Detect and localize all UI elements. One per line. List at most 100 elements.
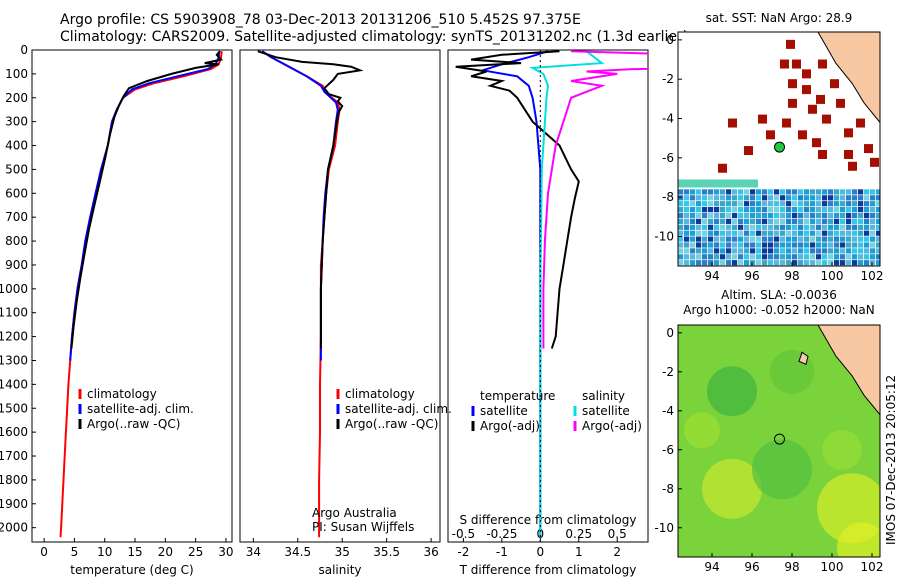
- sst-cell: [762, 195, 768, 201]
- y-tick-label: 1900: [0, 497, 28, 511]
- sst-cell: [744, 212, 750, 219]
- y-tick-label: 0: [20, 43, 28, 57]
- sst-cell: [858, 224, 864, 230]
- sst-cell: [858, 242, 864, 248]
- sst-cell: [768, 260, 774, 266]
- sst-cell: [876, 224, 880, 230]
- sst-cell: [714, 248, 720, 254]
- sst-cell: [768, 189, 774, 195]
- sst-cell: [864, 224, 870, 230]
- sst-cell: [768, 230, 774, 236]
- sst-cell: [678, 248, 684, 254]
- sst-cell: [780, 207, 786, 213]
- sst-cell: [852, 207, 858, 213]
- sst-cell: [816, 254, 822, 260]
- sla-blob: [702, 458, 762, 519]
- sst-cell: [786, 230, 792, 236]
- sst-cell: [852, 260, 858, 266]
- legend-entry: satellite-adj. clim.: [345, 402, 452, 416]
- sst-cell: [768, 242, 774, 248]
- x-tick-label: 34.5: [284, 545, 311, 559]
- sst-cell: [690, 266, 695, 271]
- sst-cell: [828, 254, 834, 260]
- sst-cell: [726, 201, 732, 207]
- sst-cell: [858, 201, 864, 207]
- sst-cell: [732, 230, 738, 236]
- sst-cell: [690, 224, 696, 230]
- sst-cell: [870, 212, 876, 219]
- sst-cell: [846, 266, 851, 271]
- sst-cell: [876, 195, 880, 201]
- sst-cell: [720, 207, 726, 213]
- sst-cell: [696, 195, 702, 201]
- sst-cell: [720, 230, 726, 236]
- sst-cell: [804, 230, 810, 236]
- y-tick-label: 300: [5, 115, 28, 129]
- sst-cell: [768, 254, 774, 260]
- sst-cell: [768, 236, 774, 242]
- sst-cell: [762, 266, 767, 271]
- sst-cell: [714, 236, 720, 242]
- sst-cell: [738, 189, 744, 195]
- sst-cell: [714, 207, 720, 213]
- sst-cell: [828, 236, 834, 242]
- sst-cell: [864, 201, 870, 207]
- sst-cell: [774, 224, 780, 230]
- sst-cell: [840, 236, 846, 242]
- x-tick-label: 5: [71, 545, 79, 559]
- sst-cell: [708, 195, 714, 201]
- sst-cell-hot: [844, 128, 853, 138]
- x-axis-label: T difference from climatology: [459, 563, 637, 577]
- y-tick-label: 800: [5, 234, 28, 248]
- sst-cell: [690, 254, 696, 260]
- x-tick-label: 0: [536, 545, 544, 559]
- argo-float-marker: [774, 433, 785, 445]
- sst-cell: [780, 189, 786, 195]
- sst-cell: [738, 254, 744, 260]
- y-tick-label: 1800: [0, 473, 28, 487]
- sst-cell: [678, 207, 684, 213]
- sst-cell: [810, 254, 816, 260]
- sst-cell: [840, 201, 846, 207]
- sst-cell: [774, 218, 780, 225]
- sst-cell: [876, 230, 880, 236]
- sst-cell: [786, 260, 792, 266]
- sst-cell: [678, 260, 684, 266]
- sst-cell: [870, 230, 876, 236]
- sst-cell: [702, 248, 708, 254]
- chart-panel-salinity: 34 34.5 35 35.5 36 salinity climatologysatelli…: [239, 49, 452, 577]
- x-tick-label: 102: [861, 269, 884, 283]
- sla-blob: [752, 439, 812, 500]
- sst-cell: [852, 254, 858, 260]
- sst-cell: [852, 248, 858, 254]
- sst-cell: [804, 254, 810, 260]
- sst-cell-hot: [788, 79, 797, 89]
- sst-cell: [756, 189, 762, 195]
- sst-cell: [774, 260, 780, 266]
- series-line-argo-raw-qc-: [70, 50, 223, 349]
- sst-cell: [858, 195, 864, 201]
- sst-cell: [696, 230, 702, 236]
- sst-cell: [726, 195, 732, 201]
- sst-cell: [864, 189, 870, 195]
- sst-cell: [870, 254, 876, 260]
- panel-annotation: Argo Australia: [312, 506, 397, 520]
- sst-cell: [756, 201, 762, 207]
- legend-entry: Argo(..raw -QC): [345, 417, 438, 431]
- x-tick-label: 94: [704, 269, 719, 283]
- sst-cell: [744, 236, 750, 242]
- sst-cell: [864, 236, 870, 242]
- sst-cell: [774, 248, 780, 254]
- sst-cell-hot: [848, 161, 857, 171]
- sst-cell: [708, 224, 714, 230]
- sst-cell: [870, 224, 876, 230]
- sst-cell: [690, 195, 696, 201]
- y-tick-label: 100: [5, 67, 28, 81]
- sst-cell: [690, 201, 696, 207]
- sst-cell: [720, 189, 726, 195]
- y-tick-label: 500: [5, 162, 28, 176]
- sst-cell: [834, 207, 840, 213]
- sst-cell: [792, 201, 798, 207]
- sst-cell: [756, 224, 762, 230]
- sst-cell: [828, 218, 834, 225]
